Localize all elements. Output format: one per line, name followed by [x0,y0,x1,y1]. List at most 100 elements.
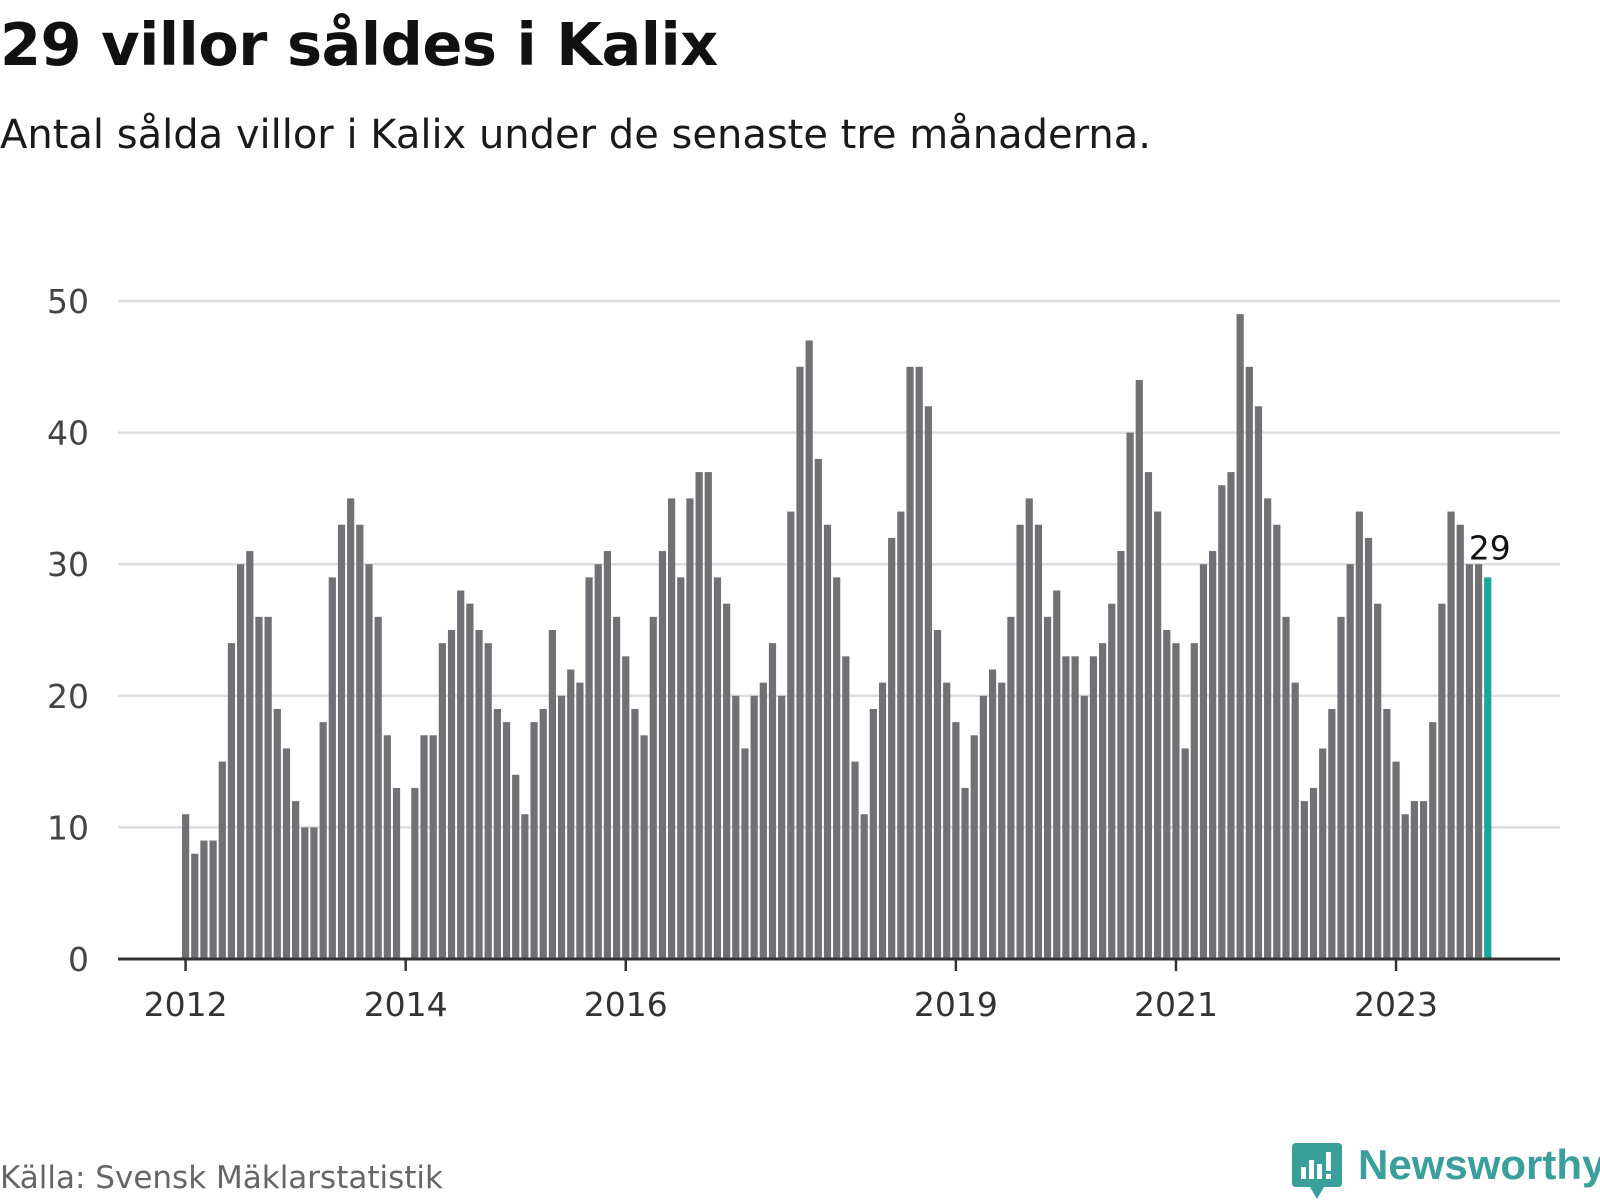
bar [484,643,492,959]
bar [530,722,538,959]
x-tick-label: 2023 [1354,985,1438,1024]
bar [1264,498,1272,959]
bar [869,708,877,959]
bar [1355,511,1363,959]
bar [585,577,593,959]
y-axis-labels: 0 10 20 30 40 50 [47,282,89,979]
bar [1319,748,1327,959]
value-annotation: 29 [1469,528,1511,567]
bar [704,472,712,959]
bar [512,774,520,959]
bar [365,564,373,959]
bar [851,761,859,959]
bar [264,616,272,959]
bar [1273,524,1281,959]
bar [1254,406,1263,959]
bar [668,498,676,959]
x-tick-label: 2021 [1134,985,1218,1024]
bar [1328,708,1336,959]
bar [227,643,236,959]
bar-chart: 0 10 20 30 40 50 2012 2014 2016 2019 2021 2023 29 [47,282,1560,1024]
bar [337,524,346,959]
bar [1062,656,1070,959]
bar [649,616,657,959]
bar [961,787,969,959]
bar [1199,564,1208,959]
brand: Newsworthy [1292,1143,1600,1201]
x-axis [118,957,1560,971]
bar [814,458,822,959]
bar [1108,603,1116,959]
bar [658,551,667,959]
bar [1016,524,1024,959]
x-tick-label: 2012 [144,985,228,1024]
bar [1410,801,1418,959]
bar [182,814,190,959]
bar [860,814,868,959]
bar [979,695,987,959]
y-tick-label: 40 [47,414,89,453]
bar [622,656,630,959]
bar [741,748,749,959]
bar [1053,590,1061,959]
bar [1245,366,1253,959]
bar [1401,814,1409,959]
bar [1456,524,1464,959]
y-tick-label: 0 [68,940,89,979]
bar [328,577,336,959]
bar [631,708,639,959]
bar [1392,761,1400,959]
bar [1291,682,1299,959]
bar [557,695,566,959]
bar [796,366,804,959]
bar [319,722,327,959]
bar [1346,564,1354,959]
bar [732,695,740,959]
y-tick-label: 20 [47,677,89,716]
bar [1419,801,1428,959]
bar [218,761,226,959]
bar [768,643,777,959]
bar [906,366,914,959]
bar [1172,643,1180,959]
x-tick-label: 2019 [914,985,998,1024]
chart-subtitle: Antal sålda villor i Kalix under de sena… [0,112,1151,158]
bar [1099,643,1107,959]
bar [677,577,685,959]
bar [1135,379,1143,960]
bar [567,669,575,959]
bar [356,524,364,959]
bar [1364,537,1373,959]
x-tick-label: 2016 [584,985,668,1024]
bar [292,801,300,959]
bar [411,787,419,959]
y-tick-label: 30 [47,545,89,584]
bar [1438,603,1446,959]
bar [310,827,318,959]
bar [943,682,951,959]
bar [1337,616,1345,959]
bar [282,748,291,959]
bar [952,722,960,959]
bar [383,735,391,959]
bar [1043,616,1052,959]
bar [374,616,382,959]
bar [1236,314,1244,959]
bar [988,669,997,959]
x-tick-label: 2014 [364,985,448,1024]
bar [447,630,456,959]
chart-title: 29 villor såldes i Kalix [0,10,718,79]
bar [1034,524,1043,959]
bar [612,616,621,959]
bar [1181,748,1189,959]
bar [493,708,501,959]
bar [209,840,217,959]
y-tick-label: 10 [47,808,89,847]
bar [392,787,401,959]
y-tick-label: 50 [47,282,89,321]
bar [823,524,832,959]
bar [576,682,584,959]
bar [301,827,309,959]
bar [1117,551,1125,959]
bar [457,590,465,959]
